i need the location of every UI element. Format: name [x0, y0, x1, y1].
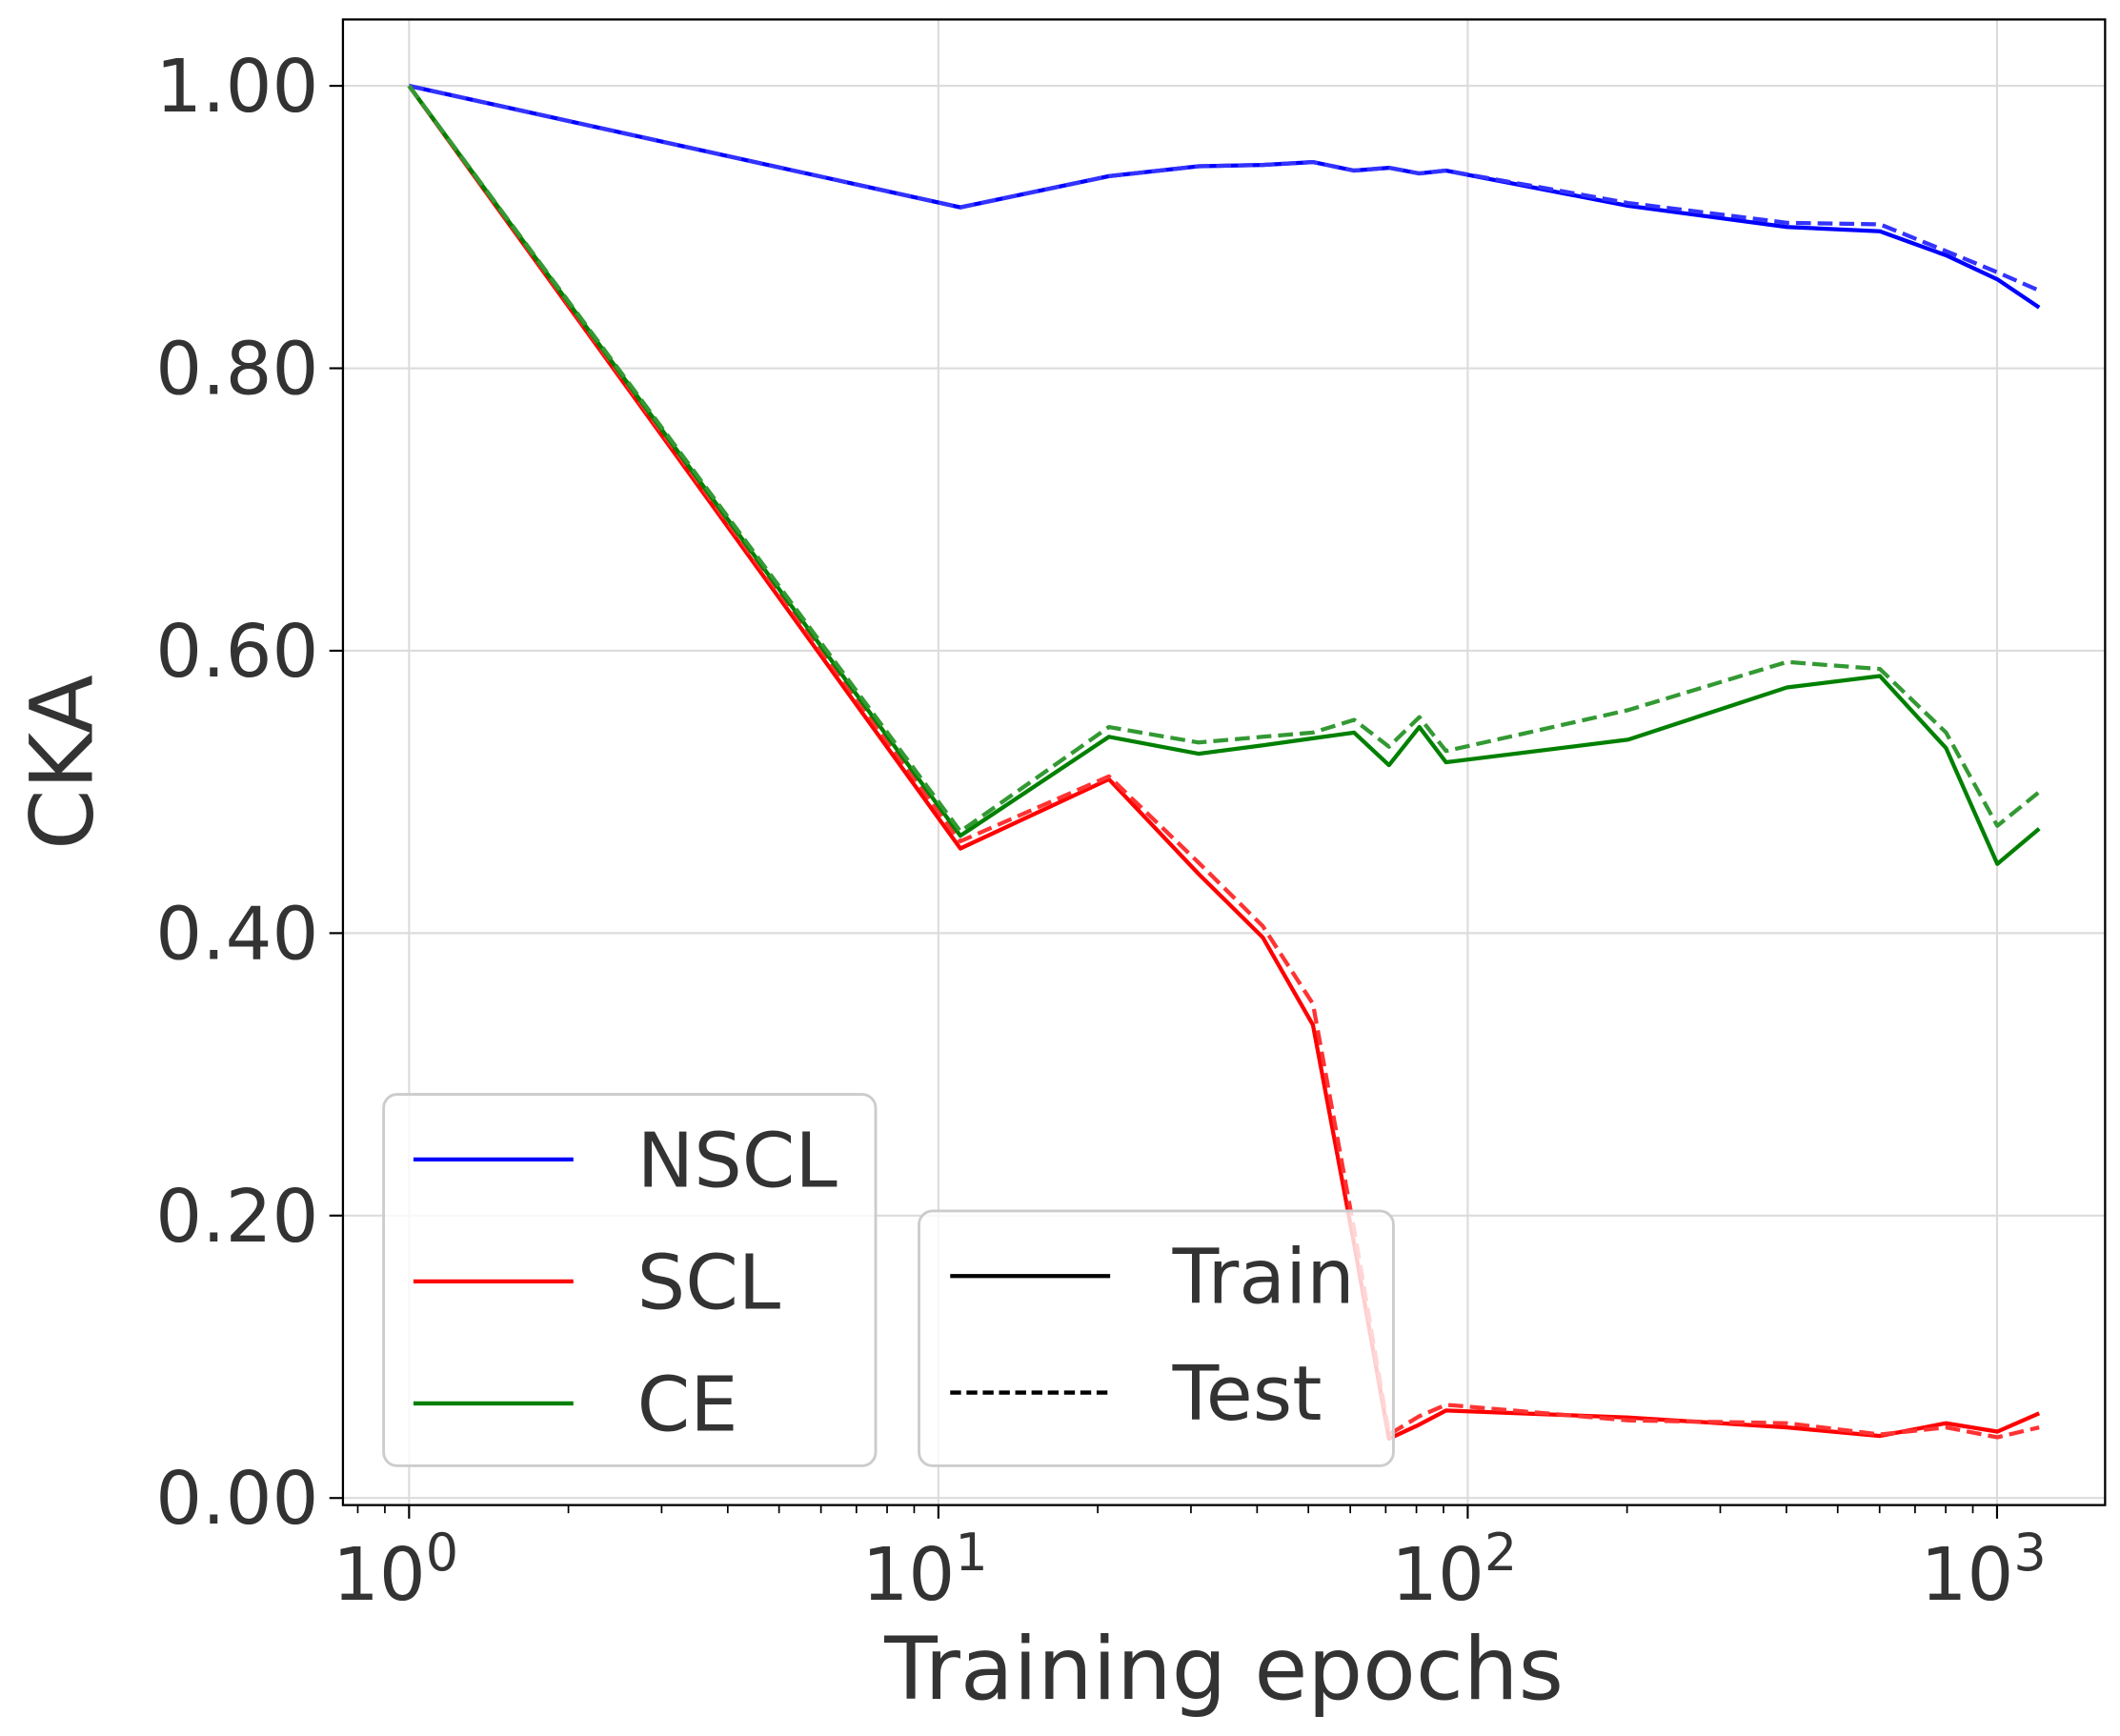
- series-nscl-train: [408, 84, 2041, 310]
- series-ce-test: [407, 84, 2041, 834]
- series-nscl-test: [408, 84, 2041, 293]
- x-tick-label: 100: [333, 1523, 458, 1618]
- legend-label-train: Train: [1172, 1233, 1355, 1322]
- y-tick-label: 0.60: [155, 610, 318, 695]
- legend-label-nscl: NSCL: [637, 1116, 838, 1204]
- series-lines: [407, 84, 2041, 1442]
- x-tick-label: 103: [1921, 1523, 2047, 1618]
- axis-ticks: 0.00 0.20 0.40 0.60 0.80 1.00 100 101 102 103: [155, 45, 2047, 1618]
- x-tick-label: 102: [1391, 1523, 1517, 1618]
- legend-label-test: Test: [1172, 1349, 1322, 1438]
- legend-label-ce: CE: [637, 1360, 738, 1448]
- plot-frame: [341, 18, 2107, 1506]
- x-axis-label: Training epochs: [883, 1619, 1564, 1720]
- series-scl-test: [407, 84, 2040, 1440]
- legend-splits: Train Test: [918, 1209, 1395, 1467]
- y-tick-label: 0.00: [155, 1457, 318, 1542]
- y-tick-label: 1.00: [155, 45, 318, 130]
- legend-methods: NSCL SCL CE: [382, 1093, 878, 1467]
- y-tick-label: 0.20: [155, 1175, 318, 1260]
- legend-methods-box: [382, 1093, 878, 1467]
- y-tick-label: 0.80: [155, 328, 318, 413]
- x-tick-label: 101: [862, 1523, 988, 1618]
- series-ce-train: [407, 84, 2041, 866]
- y-tick-label: 0.40: [155, 892, 318, 977]
- y-axis-label: CKA: [12, 675, 113, 850]
- legend-label-scl: SCL: [637, 1238, 781, 1326]
